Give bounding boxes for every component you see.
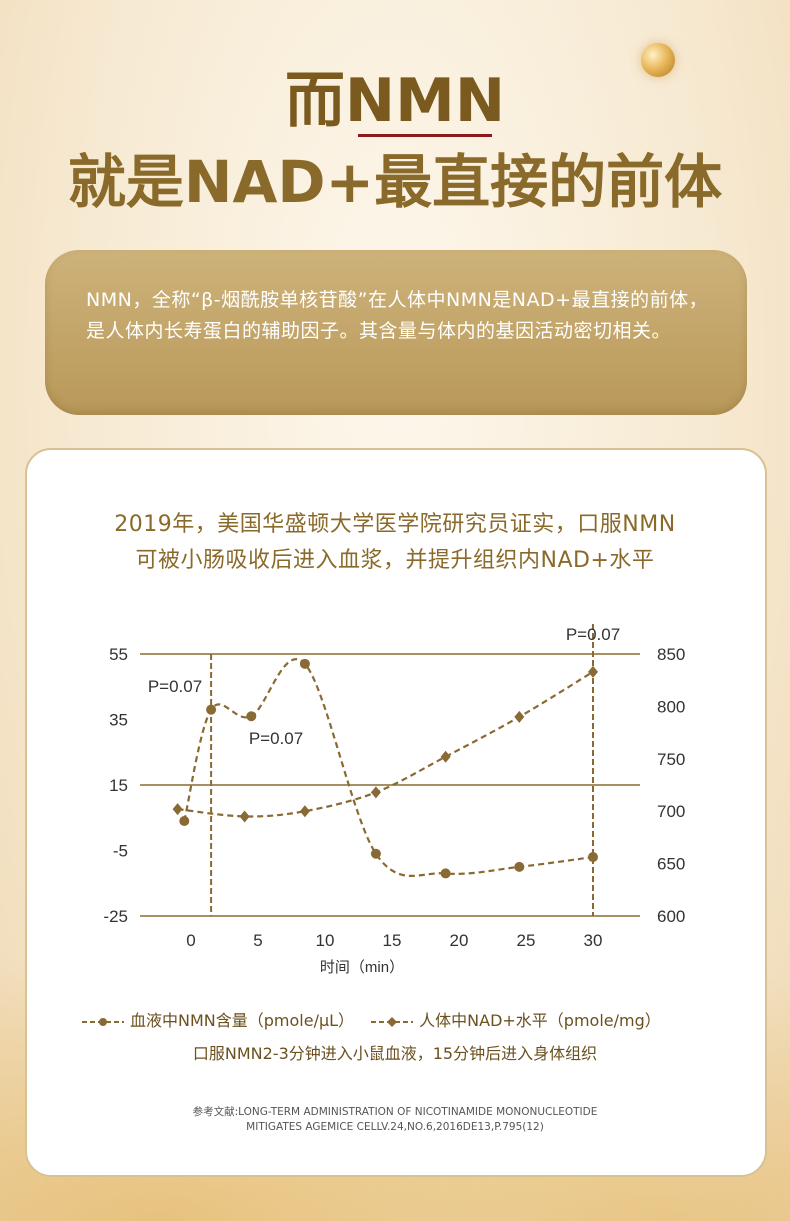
reference-line2: MITIGATES AGEMICE CELLV.24,NO.6,2016DE13… bbox=[246, 1121, 544, 1133]
legend-swatch-circle bbox=[82, 1017, 124, 1026]
series-1-point bbox=[370, 786, 381, 799]
series-0-point bbox=[588, 852, 598, 863]
y-right-tick-label: 800 bbox=[657, 697, 685, 716]
y-right-tick-label: 600 bbox=[657, 907, 685, 926]
study-line1: 2019年，美国华盛顿大学医学院研究员证实，口服NMN bbox=[114, 512, 676, 537]
y-left-tick-label: 15 bbox=[109, 776, 128, 795]
legend-item-nad: 人体中NAD+水平（pmole/mg） bbox=[369, 1007, 661, 1031]
annotation-p-value: P=0.07 bbox=[148, 677, 202, 696]
page-title-line2: 就是NAD+最直接的前体 bbox=[67, 148, 723, 216]
annotation-p-value: P=0.07 bbox=[249, 729, 303, 748]
y-left-tick-label: 35 bbox=[109, 711, 128, 730]
series-1-point bbox=[239, 810, 250, 823]
series-0-point bbox=[370, 848, 381, 859]
x-tick-label: 30 bbox=[584, 931, 603, 950]
x-tick-label: 15 bbox=[383, 931, 402, 950]
chart-legend: 血液中NMN含量（pmole/μL） 人体中NAD+水平（pmole/mg） bbox=[80, 1007, 740, 1031]
x-axis-label: 时间（min） bbox=[320, 959, 404, 976]
series-1-point bbox=[588, 665, 598, 678]
y-right-tick-label: 850 bbox=[657, 645, 685, 664]
y-left-tick-label: -25 bbox=[103, 907, 128, 926]
intro-panel bbox=[45, 250, 747, 415]
chart-footnote: 口服NMN2-3分钟进入小鼠血液，15分钟后进入身体组织 bbox=[192, 1044, 598, 1063]
intro-text: NMN，全称“β-烟酰胺单核苷酸”在人体中NMN是NAD+最直接的前体，是人体内… bbox=[86, 289, 709, 342]
reference: 参考文献:LONG-TERM ADMINISTRATION OF NICOTIN… bbox=[0, 1105, 790, 1135]
series-1-point bbox=[514, 710, 525, 723]
series-1-point bbox=[299, 805, 310, 818]
page-title-line1: 而NMN bbox=[0, 66, 790, 136]
legend-swatch-diamond bbox=[371, 1016, 414, 1027]
series-0-point bbox=[440, 868, 451, 879]
series-0-point bbox=[246, 711, 257, 722]
series-1-point bbox=[440, 750, 451, 763]
legend-label-nad: 人体中NAD+水平（pmole/mg） bbox=[419, 1011, 661, 1030]
series-0-point bbox=[179, 816, 190, 827]
x-tick-label: 5 bbox=[253, 931, 262, 950]
series-line-1 bbox=[177, 670, 594, 818]
x-tick-label: 10 bbox=[316, 931, 335, 950]
reference-line1: 参考文献:LONG-TERM ADMINISTRATION OF NICOTIN… bbox=[192, 1106, 598, 1118]
x-tick-label: 0 bbox=[186, 931, 195, 950]
study-line2: 可被小肠吸收后进入血浆，并提升组织内NAD+水平 bbox=[135, 548, 655, 573]
series-line-0 bbox=[183, 658, 594, 877]
series-1-point bbox=[172, 803, 183, 816]
y-left-tick-label: -5 bbox=[113, 842, 128, 861]
chart-card bbox=[25, 448, 767, 1177]
legend-label-nmn: 血液中NMN含量（pmole/μL） bbox=[130, 1011, 355, 1030]
legend-item-nmn: 血液中NMN含量（pmole/μL） bbox=[80, 1007, 354, 1031]
gold-orb-decoration bbox=[641, 43, 675, 77]
y-left-tick-label: 55 bbox=[109, 645, 128, 664]
x-tick-label: 20 bbox=[450, 931, 469, 950]
annotation-p-value: P=0.07 bbox=[566, 625, 620, 644]
title-prefix: 而 bbox=[284, 66, 345, 136]
x-tick-label: 25 bbox=[517, 931, 536, 950]
study-summary: 2019年，美国华盛顿大学医学院研究员证实，口服NMN 可被小肠吸收后进入血浆，… bbox=[40, 507, 750, 579]
series-0-point bbox=[514, 861, 525, 872]
y-right-tick-label: 700 bbox=[657, 802, 685, 821]
title-underline bbox=[358, 134, 492, 137]
y-right-tick-label: 750 bbox=[657, 750, 685, 769]
title-highlight: NMN bbox=[344, 66, 506, 136]
series-0-point bbox=[206, 704, 217, 715]
series-0-point bbox=[299, 658, 310, 669]
y-right-tick-label: 650 bbox=[657, 855, 685, 874]
